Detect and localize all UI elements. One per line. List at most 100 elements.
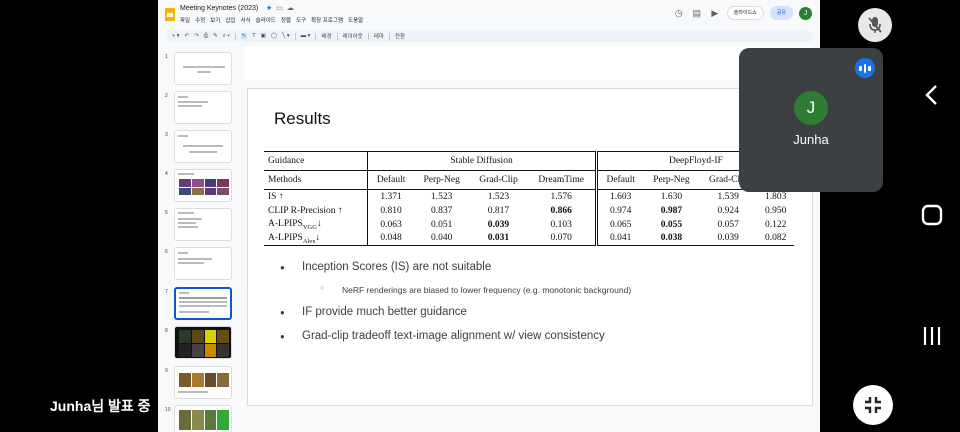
filmstrip-item[interactable]: 2 [158,91,240,127]
table-cell-best: 0.987 [660,205,683,216]
method-header: Perp-Neg [413,170,470,190]
zoom-icon[interactable]: ⌕ ▾ [222,32,230,39]
menu-insert[interactable]: 삽입 [225,18,236,24]
table-cell-best: 0.039 [487,219,510,230]
methods-header: Methods [264,170,369,190]
table-cell: 0.048 [367,231,414,247]
meet-icon[interactable]: ▶ [711,7,719,18]
theme-button[interactable]: 테마 [373,34,384,40]
filmstrip-item[interactable]: 4 [158,169,240,205]
toolbar-separator [234,32,236,40]
bullet-list[interactable]: Inception Scores (IS) are not suitable N… [280,261,631,354]
title-bar: Meeting Keynotes (2023) ★ ▭ ☁ 파일 수정 보기 삽… [158,0,820,30]
table-cell-best: 0.866 [527,203,598,218]
slide-thumbnail[interactable] [174,405,232,432]
image-icon[interactable]: ▣ [260,33,266,39]
redo-icon[interactable]: ↷ [194,33,199,39]
slide-thumbnail[interactable] [174,130,232,163]
slide-thumbnail[interactable] [174,366,232,399]
menu-format[interactable]: 서식 [240,18,251,24]
star-icon[interactable]: ★ [266,5,273,12]
top-right-controls: ◷ ▤ ▶ 슬라이드쇼 공유 J [673,6,812,20]
recents-nav-icon[interactable] [922,325,942,352]
menu-file[interactable]: 파일 [180,18,191,24]
move-folder-icon[interactable]: ▭ [276,5,283,12]
filmstrip-item-active[interactable]: 7 [158,287,240,323]
table-cell: 0.040 [413,231,470,247]
slide-number: 1 [165,54,168,60]
slide-number: 6 [165,249,168,255]
group-header-sd: Stable Diffusion [367,151,598,171]
menu-edit[interactable]: 수정 [195,18,206,24]
select-cursor-icon[interactable]: ↖ [240,33,248,39]
results-table[interactable]: Guidance Stable Diffusion DeepFloyd-IF M… [264,151,794,247]
menu-extensions[interactable]: 확장 프로그램 [311,18,344,24]
background-button[interactable]: 배경 [321,34,332,40]
guidance-header: Guidance [264,151,369,171]
slide-thumbnail[interactable] [174,247,232,280]
method-header: Grad-Clip [469,170,528,190]
table-cell: 1.371 [380,191,402,202]
menu-view[interactable]: 보기 [210,18,221,24]
table-cell: 0.122 [764,219,787,230]
slide-thumbnail[interactable] [174,169,232,202]
bullet-item: Inception Scores (IS) are not suitable [280,261,631,285]
participant-tile[interactable]: J Junha [739,48,883,192]
home-nav-icon[interactable] [921,204,943,231]
back-nav-icon[interactable] [924,84,940,111]
comments-icon[interactable]: ▤ [692,7,702,18]
new-slide-icon[interactable]: + ▾ [172,33,180,39]
mic-off-icon[interactable] [858,8,892,42]
print-icon[interactable]: ⎙ [203,32,209,39]
menu-tools[interactable]: 도구 [296,18,307,24]
document-title[interactable]: Meeting Keynotes (2023) [180,5,259,12]
title-icons: ★ ▭ ☁ [266,4,294,12]
participant-avatar: J [794,91,828,125]
filmstrip-item[interactable]: 9 [158,366,240,402]
menu-help[interactable]: 도움말 [348,18,364,24]
cloud-status-icon[interactable]: ☁ [286,5,294,12]
paint-format-icon[interactable]: ✎ [213,33,218,39]
layout-button[interactable]: 레이아웃 [342,34,363,40]
share-button[interactable]: 공유 [769,6,793,20]
shape-icon[interactable]: ◯ [270,33,278,39]
menu-arrange[interactable]: 정렬 [280,18,291,24]
filmstrip-item[interactable]: 1 [158,52,240,88]
undo-icon[interactable]: ↶ [184,33,190,39]
slide-thumbnail[interactable] [174,91,232,124]
menu-bar: 파일 수정 보기 삽입 서식 슬라이드 정렬 도구 확장 프로그램 도움말 [180,16,363,24]
transition-button[interactable]: 전환 [394,34,406,40]
slide-thumbnail[interactable] [174,326,232,359]
editing-toolbar: + ▾ ↶ ↷ ⎙ ✎ ⌕ ▾ ↖ T ▣ ◯ ╲ ▾ ▬ ▾ 배경 레이아웃 … [166,30,812,42]
slide-title[interactable]: Results [274,109,331,128]
metric-label: IS ↑ [264,189,369,204]
history-icon[interactable]: ◷ [674,7,683,18]
filmstrip-item[interactable]: 8 [158,326,240,362]
toolbar-separator [388,32,390,40]
slide-canvas-top [244,46,814,80]
slide-number: 2 [165,93,168,99]
slideshow-button[interactable]: 슬라이드쇼 [726,6,764,20]
slide-thumbnail[interactable] [174,208,232,241]
slide-canvas[interactable]: Results Guidance Stable Diffusion DeepFl… [247,88,813,406]
table-cell: 1.630 [660,191,683,202]
filmstrip-item[interactable]: 5 [158,208,240,244]
method-header: Default [596,170,644,190]
filmstrip-item[interactable]: 6 [158,247,240,283]
slides-logo-icon[interactable] [165,8,175,21]
slide-thumbnail-active[interactable] [174,287,232,320]
table-row: CLIP R-Precision ↑ 0.810 0.837 0.817 0.8… [264,203,794,218]
filmstrip-item[interactable]: 10 [158,405,240,432]
line-icon[interactable]: ╲ ▾ [282,33,290,39]
table-cell: 0.063 [380,219,402,230]
filmstrip-item[interactable]: 3 [158,130,240,166]
exit-fullscreen-icon[interactable] [853,385,893,425]
table-cell: 0.103 [527,217,598,232]
menu-slide[interactable]: 슬라이드 [255,18,276,24]
textbox-icon[interactable]: T [252,33,256,39]
slide-thumbnail[interactable] [174,52,232,85]
method-header: Perp-Neg [643,170,700,190]
table-cell-best: 0.038 [643,231,700,247]
comment-icon[interactable]: ▬ ▾ [300,33,311,39]
account-avatar[interactable]: J [799,6,812,20]
